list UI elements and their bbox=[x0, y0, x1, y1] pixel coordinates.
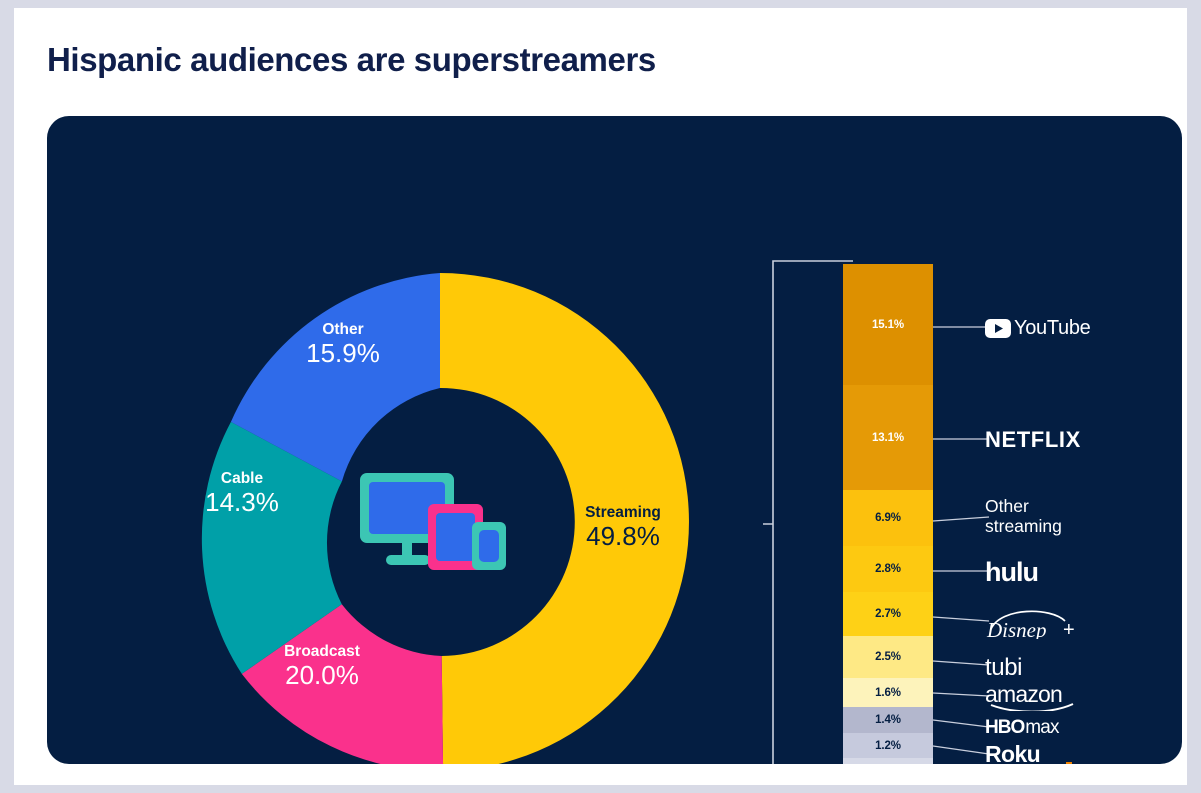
chart-panel: Other 15.9% Cable 14.3% Broadcast 20.0% … bbox=[47, 116, 1182, 764]
devices-icon bbox=[360, 473, 506, 570]
page-card: Hispanic audiences are superstreamers bbox=[14, 8, 1187, 785]
page-title: Hispanic audiences are superstreamers bbox=[47, 41, 656, 78]
donut-slice-cable[interactable] bbox=[201, 421, 342, 674]
streaming-stacked-bar: 15.1% 13.1% 6.9% 2.8% 2.7% 2.5% bbox=[843, 264, 933, 764]
bar-segment-roku-value: 1.2% bbox=[875, 739, 901, 752]
bar-segment-tubi-value: 2.5% bbox=[875, 651, 901, 663]
bar-segment-youtube-value: 15.1% bbox=[871, 318, 905, 331]
netflix-wordmark: NETFLIX bbox=[985, 427, 1081, 452]
donut-slice-broadcast[interactable] bbox=[241, 604, 444, 764]
donut-svg bbox=[201, 273, 689, 764]
max-wordmark: max bbox=[1025, 717, 1059, 738]
other-streaming-line1: Other bbox=[985, 496, 1029, 516]
hulu-wordmark: hulu bbox=[985, 556, 1039, 587]
bar-segment-hulu-value: 2.8% bbox=[875, 563, 901, 575]
leader-line-amazon bbox=[933, 692, 989, 697]
logo-netflix[interactable]: NETFLIX bbox=[985, 427, 1081, 453]
svg-text:amazon: amazon bbox=[985, 683, 1062, 707]
bar-segment-hbo-max-value: 1.4% bbox=[875, 714, 901, 726]
bar-segment-roku[interactable]: 1.2% bbox=[843, 733, 933, 758]
logo-tubi[interactable]: tubi bbox=[985, 654, 1023, 681]
amazon-icon: amazon bbox=[985, 683, 1074, 711]
donut-chart bbox=[191, 273, 689, 764]
tubi-wordmark: tubi bbox=[985, 654, 1023, 681]
streaming-bracket bbox=[763, 260, 853, 764]
bar-segment-netflix-value: 13.1% bbox=[871, 431, 905, 444]
platform-logos: YouTube NETFLIX Other streaming hulu bbox=[985, 259, 1105, 764]
logo-disney-plus[interactable]: Disnep + bbox=[985, 605, 1081, 639]
disney-plus-icon: Disnep + bbox=[986, 610, 1075, 639]
bar-segment-hbo-max[interactable]: 1.4% bbox=[843, 707, 933, 733]
bar-segment-amazon[interactable]: 1.6% bbox=[843, 678, 933, 707]
bar-segment-disney-plus[interactable]: 2.7% bbox=[843, 592, 933, 636]
youtube-icon bbox=[985, 318, 1011, 338]
bar-segment-tubi[interactable]: 2.5% bbox=[843, 636, 933, 678]
logo-youtube[interactable]: YouTube bbox=[985, 315, 1091, 341]
leader-line-other-streaming bbox=[933, 516, 989, 522]
bar-segment-other-streaming-value: 6.9% bbox=[875, 512, 901, 524]
roku-wordmark: Roku bbox=[985, 740, 1041, 765]
youtube-wordmark: YouTube bbox=[1014, 316, 1091, 339]
leader-line-hbomax bbox=[933, 719, 989, 728]
logo-amazon[interactable]: amazon bbox=[985, 683, 1083, 711]
other-streaming-line2: streaming bbox=[985, 516, 1062, 536]
donut-slice-streaming[interactable] bbox=[440, 273, 689, 764]
logo-other-streaming[interactable]: Other streaming bbox=[985, 496, 1062, 538]
bar-segment-youtube[interactable]: 15.1% bbox=[843, 264, 933, 385]
donut-slice-other[interactable] bbox=[230, 273, 440, 482]
hbo-wordmark: HBO bbox=[985, 717, 1025, 738]
bar-segment-disney-plus-value: 2.7% bbox=[875, 608, 901, 620]
bar-segment-peacock[interactable]: 1.1% bbox=[843, 758, 933, 764]
peacock-feather-icon bbox=[1066, 762, 1073, 764]
bar-segment-amazon-value: 1.6% bbox=[875, 686, 901, 699]
svg-text:+: + bbox=[1063, 619, 1075, 639]
logo-roku[interactable]: Roku bbox=[985, 740, 1041, 765]
leader-line-roku bbox=[933, 745, 989, 755]
svg-text:Disnep: Disnep bbox=[986, 618, 1047, 639]
leader-line-tubi bbox=[933, 660, 989, 666]
bar-segment-netflix[interactable]: 13.1% bbox=[843, 385, 933, 490]
logo-hbo-max[interactable]: HBO max bbox=[985, 715, 1060, 741]
bar-segment-hulu[interactable]: 2.8% bbox=[843, 546, 933, 592]
leader-lines bbox=[933, 326, 989, 755]
logo-hulu[interactable]: hulu bbox=[985, 556, 1039, 587]
bar-segment-other-streaming[interactable]: 6.9% bbox=[843, 490, 933, 546]
other-streaming-text: Other streaming bbox=[985, 496, 1062, 536]
leader-line-disney bbox=[933, 616, 989, 622]
